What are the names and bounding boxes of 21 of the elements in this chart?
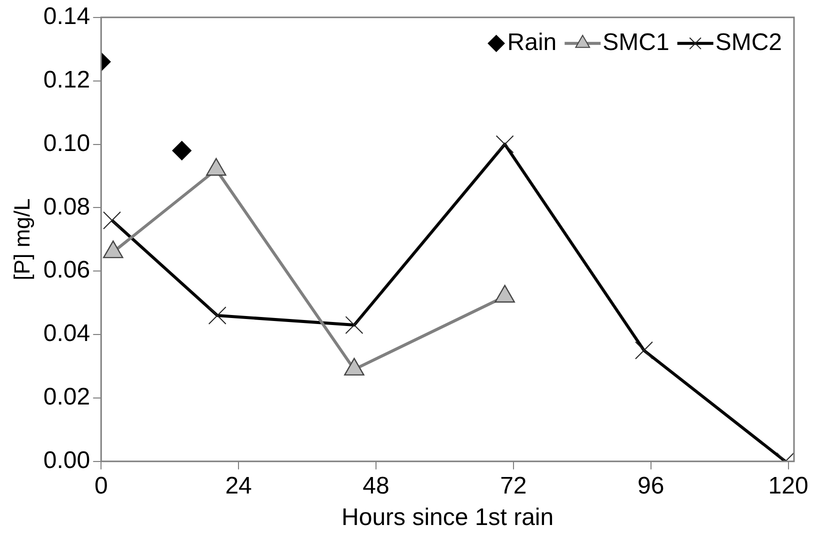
legend-label: Rain	[507, 29, 557, 56]
x-tick-label: 96	[637, 472, 664, 500]
y-axis-title: [P] mg/L	[9, 198, 34, 280]
y-tick-label: 0.06	[43, 256, 90, 284]
y-tick-label: 0.04	[43, 320, 90, 348]
legend-label: SMC1	[602, 29, 670, 56]
y-tick-label: 0.12	[43, 66, 90, 94]
x-tick-label: 48	[362, 472, 390, 500]
x-tick-label: 72	[500, 472, 527, 500]
point	[496, 135, 514, 154]
x-axis-title: Hours since 1st rain	[342, 504, 554, 532]
y-tick-label: 0.14	[43, 3, 90, 30]
y-tick-label: 0.00	[43, 447, 90, 474]
legend-label: SMC2	[715, 29, 782, 56]
x-tick-label: 24	[225, 472, 252, 500]
y-tick-label: 0.02	[43, 384, 90, 411]
y-tick-label: 0.10	[43, 130, 90, 157]
point	[103, 211, 121, 230]
x-tick-label: 0	[94, 472, 108, 500]
y-tick-label: 0.08	[43, 193, 90, 220]
x-tick-label: 120	[768, 472, 808, 500]
